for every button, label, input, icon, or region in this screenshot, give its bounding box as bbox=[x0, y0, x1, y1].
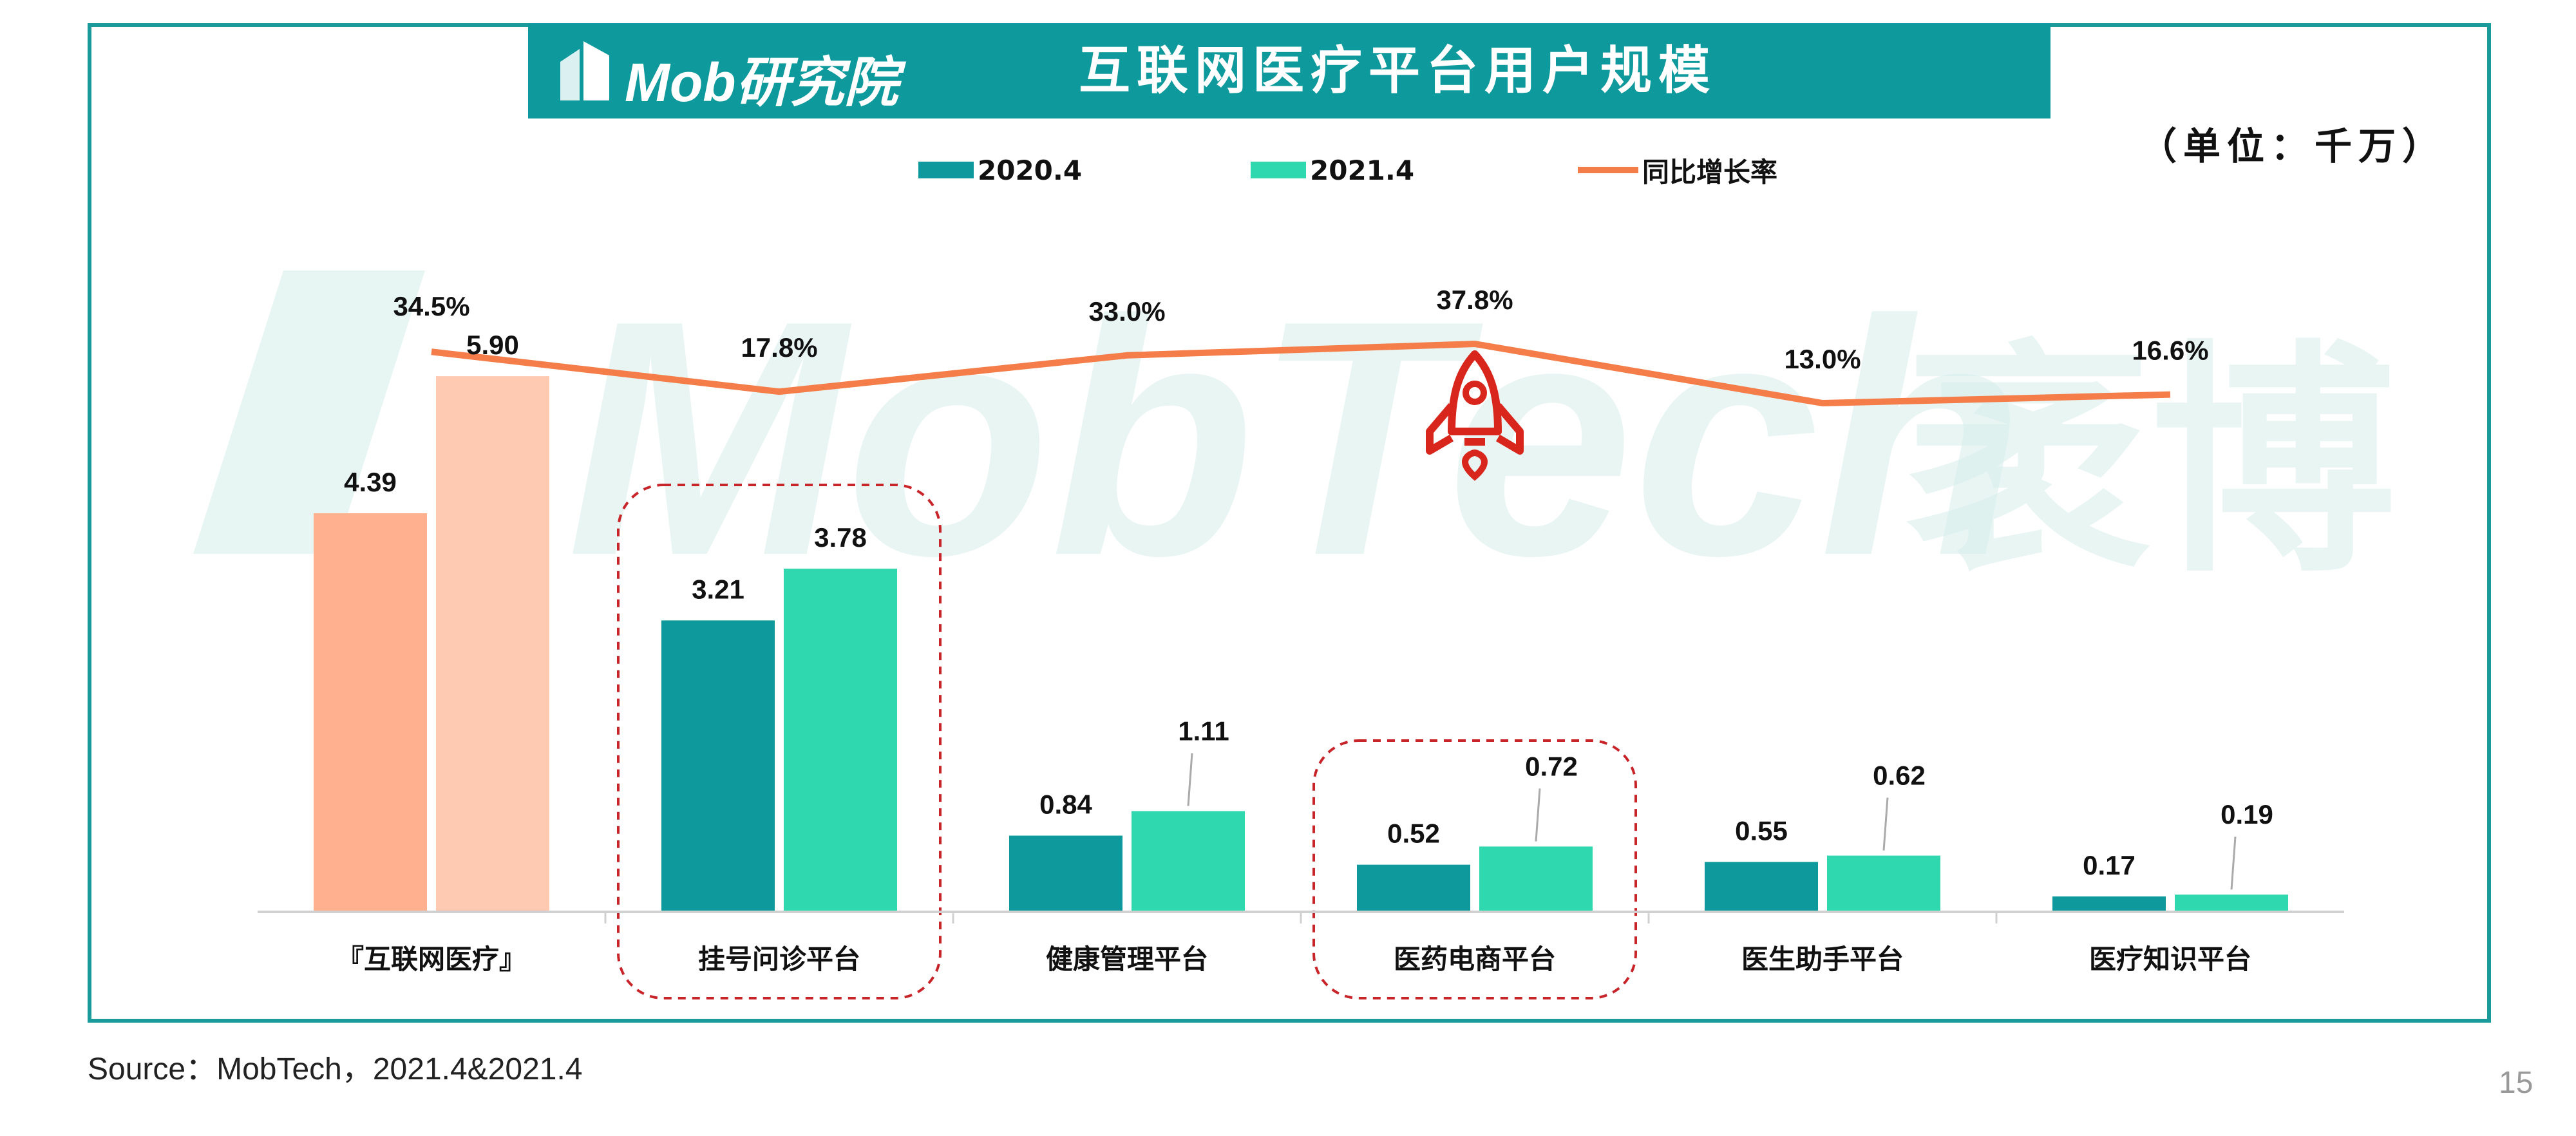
growth-rate-label: 13.0% bbox=[1784, 344, 1861, 374]
watermark-logo-shape bbox=[193, 270, 425, 554]
legend-label-growth: 同比增长率 bbox=[1642, 156, 1778, 188]
bar-2021 bbox=[1479, 846, 1593, 912]
data-label-leader bbox=[1187, 753, 1193, 806]
category-label: 健康管理平台 bbox=[1046, 943, 1208, 975]
growth-rate-line bbox=[431, 341, 2171, 406]
data-label-leader bbox=[2230, 837, 2237, 890]
logo-icon bbox=[560, 41, 609, 100]
watermark-text-latin: MobTech bbox=[567, 251, 2024, 625]
mob-research-logo: Mob研究院 bbox=[547, 36, 908, 113]
legend-item-growth: 同比增长率 bbox=[1578, 152, 1777, 188]
title-bar: Mob研究院 互联网医疗平台用户规模 bbox=[528, 23, 2050, 118]
highlight-box bbox=[617, 484, 942, 999]
data-label-2020: 0.52 bbox=[1387, 819, 1440, 849]
data-label-2021: 0.62 bbox=[1873, 761, 1926, 791]
page-title: 互联网医疗平台用户规模 bbox=[1079, 41, 1716, 100]
growth-rate-label: 33.0% bbox=[1088, 296, 1165, 327]
bar-2021 bbox=[1132, 811, 1245, 912]
bar-2020 bbox=[314, 513, 427, 912]
legend-line-growth bbox=[1578, 167, 1638, 173]
category-label: 挂号问诊平台 bbox=[698, 943, 860, 975]
legend-swatch-2021 bbox=[1251, 162, 1306, 178]
data-label-leader bbox=[1882, 797, 1889, 851]
data-label-2021: 3.78 bbox=[814, 522, 867, 553]
data-label-2020: 0.84 bbox=[1039, 790, 1092, 820]
bar-2021 bbox=[784, 569, 897, 912]
highlight-box bbox=[1312, 739, 1637, 999]
legend-item-2021: 2021.4 bbox=[1251, 152, 1414, 188]
growth-rate-label: 34.5% bbox=[393, 291, 469, 321]
bar-2020 bbox=[1705, 862, 1818, 912]
rocket-icon bbox=[1426, 350, 1524, 481]
category-label: 『互联网医疗』 bbox=[337, 943, 526, 975]
bar-2021 bbox=[2175, 895, 2288, 912]
growth-rate-label: 37.8% bbox=[1436, 285, 1513, 315]
bar-2020 bbox=[661, 620, 775, 912]
page-number: 15 bbox=[2499, 1066, 2533, 1100]
data-label-2020: 0.55 bbox=[1735, 815, 1788, 846]
data-label-2020: 3.21 bbox=[692, 574, 744, 604]
growth-rate-label: 16.6% bbox=[2132, 336, 2208, 366]
legend-item-2020: 2020.4 bbox=[918, 152, 1082, 188]
bar-2020 bbox=[2052, 896, 2166, 912]
source-note: Source：MobTech，2021.4&2021.4 bbox=[88, 1052, 583, 1086]
category-label: 医药电商平台 bbox=[1394, 943, 1556, 975]
data-label-2020: 0.17 bbox=[2083, 850, 2136, 880]
data-label-2021: 0.72 bbox=[1525, 751, 1578, 781]
data-label-2020: 4.39 bbox=[344, 467, 397, 497]
bar-2021 bbox=[1827, 855, 1940, 912]
legend-label-2020: 2020.4 bbox=[978, 154, 1083, 186]
watermark: MobTech 袤博 bbox=[193, 251, 2396, 625]
growth-rate-label: 17.8% bbox=[741, 332, 817, 363]
category-label: 医生助手平台 bbox=[1741, 943, 1904, 975]
unit-label: （单位：千万） bbox=[2139, 124, 2446, 168]
legend-label-2021: 2021.4 bbox=[1310, 154, 1415, 186]
logo-text: Mob研究院 bbox=[625, 52, 898, 113]
data-label-leader bbox=[1535, 788, 1541, 842]
legend-swatch-2020 bbox=[918, 162, 974, 178]
data-label-2021: 5.90 bbox=[466, 330, 519, 360]
category-label: 医疗知识平台 bbox=[2089, 943, 2251, 975]
data-label-2021: 1.11 bbox=[1178, 715, 1229, 746]
bar-2020 bbox=[1357, 864, 1470, 912]
watermark-text-cn: 袤博 bbox=[1906, 320, 2396, 605]
bar-2021 bbox=[436, 376, 549, 912]
bar-2020 bbox=[1009, 835, 1122, 912]
data-label-2021: 0.19 bbox=[2221, 799, 2273, 829]
